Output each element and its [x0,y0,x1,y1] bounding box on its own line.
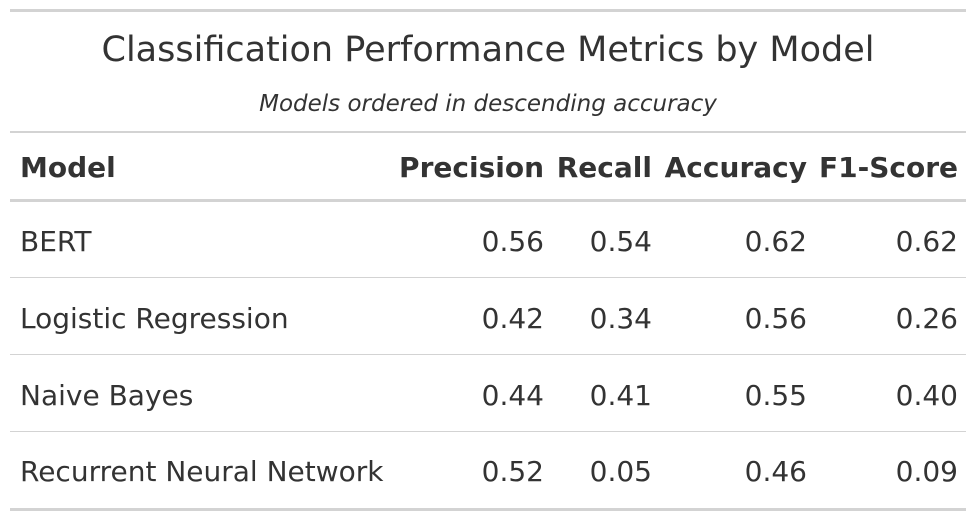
table-row-f1-score: 0.26 [895,302,958,335]
table-row-accuracy: 0.55 [744,379,807,412]
table-row-accuracy: 0.46 [744,455,807,488]
column-header-f1-score: F1-Score [818,151,958,184]
metrics-table: Classification Performance Metrics by Mo… [10,0,966,520]
table-row-precision: 0.44 [481,379,544,412]
table-row-model: Naive Bayes [20,379,194,412]
table-row-f1-score: 0.40 [895,379,958,412]
table-row-recall: 0.05 [589,455,652,488]
table-row-f1-score: 0.62 [895,225,958,258]
table-row-recall: 0.34 [589,302,652,335]
column-header-precision: Precision [399,151,544,184]
table-row-accuracy: 0.56 [744,302,807,335]
table-row-precision: 0.56 [481,225,544,258]
table-bottom-border [10,508,966,511]
table-row-f1-score: 0.09 [895,455,958,488]
header-bottom-border [10,199,966,202]
column-header-model: Model [20,151,116,184]
table-row-accuracy: 0.62 [744,225,807,258]
table-subtitle: Models ordered in descending accuracy [259,91,717,117]
row-divider [10,354,966,355]
column-header-recall: Recall [556,151,652,184]
row-divider [10,277,966,278]
table-title: Classification Performance Metrics by Mo… [101,30,875,70]
table-top-border [10,9,966,12]
column-header-accuracy: Accuracy [664,151,807,184]
table-row-model: Logistic Regression [20,302,289,335]
header-top-border [10,131,966,133]
table-row-recall: 0.41 [589,379,652,412]
table-row-precision: 0.42 [481,302,544,335]
table-row-recall: 0.54 [589,225,652,258]
table-row-model: Recurrent Neural Network [20,455,384,488]
table-row-precision: 0.52 [481,455,544,488]
row-divider [10,431,966,432]
table-row-model: BERT [20,225,92,258]
